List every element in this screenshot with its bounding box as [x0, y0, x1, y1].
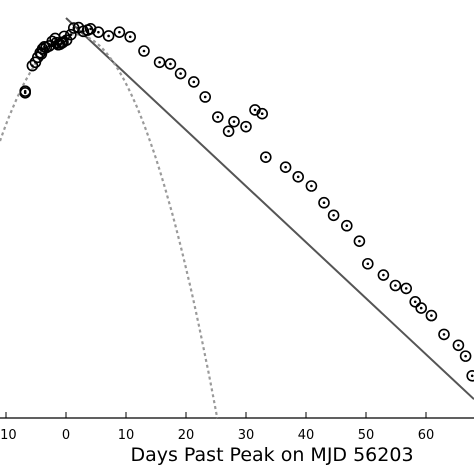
x-tick-label: 10 [118, 428, 135, 443]
x-tick-label: 30 [238, 428, 255, 443]
data-point [340, 219, 353, 232]
x-axis-ticks: -10 0 10 20 30 40 50 60 [0, 412, 434, 443]
x-tick-label: 20 [178, 428, 195, 443]
data-points [19, 21, 474, 382]
data-point [415, 302, 428, 314]
fit-lines [0, 17, 474, 419]
data-point [102, 30, 115, 42]
data-point [318, 196, 330, 209]
data-point [222, 125, 235, 138]
data-point [389, 279, 402, 292]
data-point [425, 309, 438, 322]
data-point [19, 85, 32, 97]
x-axis-label: Days Past Peak on MJD 56203 [130, 444, 413, 466]
data-point [65, 28, 77, 41]
data-point [400, 282, 413, 295]
parabolic-fit-line [0, 33, 219, 419]
data-point [174, 67, 187, 80]
data-point [199, 91, 211, 103]
data-point [292, 171, 305, 183]
x-tick-label: 60 [418, 428, 435, 443]
data-point [113, 26, 126, 38]
data-point [228, 115, 240, 128]
data-point [212, 111, 224, 123]
data-point [279, 161, 292, 173]
x-tick-label: 50 [358, 428, 375, 443]
linear-fit-line [65, 17, 474, 400]
data-point [452, 339, 465, 352]
data-point [353, 235, 366, 247]
data-point [305, 180, 318, 192]
data-point [240, 120, 252, 133]
x-tick-label: -10 [0, 428, 17, 443]
data-point [438, 328, 450, 341]
data-point [361, 257, 374, 270]
data-point [377, 269, 390, 281]
x-tick-label: 40 [298, 428, 315, 443]
data-point [138, 45, 150, 57]
data-point [92, 26, 105, 38]
data-point [466, 369, 474, 382]
data-point [409, 295, 422, 308]
data-point [124, 30, 136, 43]
data-point [459, 350, 472, 362]
x-tick-label: 0 [62, 428, 70, 443]
data-point [256, 107, 269, 120]
data-point [188, 76, 200, 88]
data-point [164, 58, 177, 70]
data-point [327, 209, 340, 222]
data-point [153, 56, 166, 69]
data-point [259, 151, 272, 163]
